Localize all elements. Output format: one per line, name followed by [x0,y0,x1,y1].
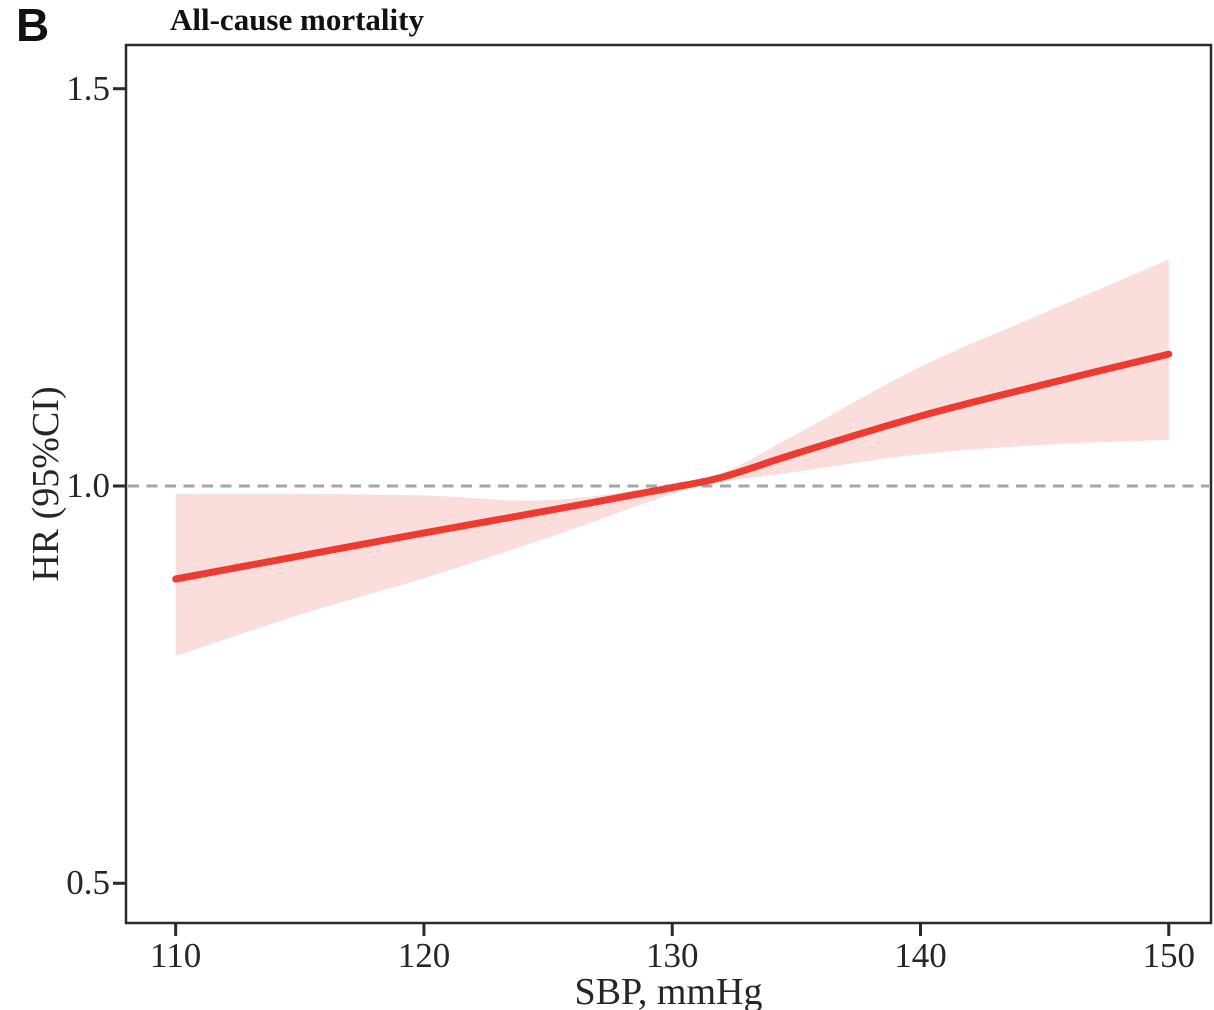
x-tick-label: 130 [645,936,699,975]
y-tick-label: 1.5 [66,68,110,108]
x-tick-label: 120 [397,936,451,975]
y-axis-title: HR (95%CI) [25,386,67,582]
plot-border [124,43,1213,925]
y-tick-label: 1.0 [66,465,110,505]
x-axis-title: SBP, mmHg [574,971,763,1010]
y-tick-label: 0.5 [66,863,110,903]
hr-curve [172,350,1173,583]
chart-title: All-cause mortality [170,2,424,37]
x-tick-label: 150 [1142,936,1196,975]
panel-label: B [16,0,50,51]
x-tick-label: 140 [894,936,947,975]
x-tick-label: 110 [150,936,202,975]
confidence-band [175,259,1169,656]
axis-ticks [113,87,1171,936]
